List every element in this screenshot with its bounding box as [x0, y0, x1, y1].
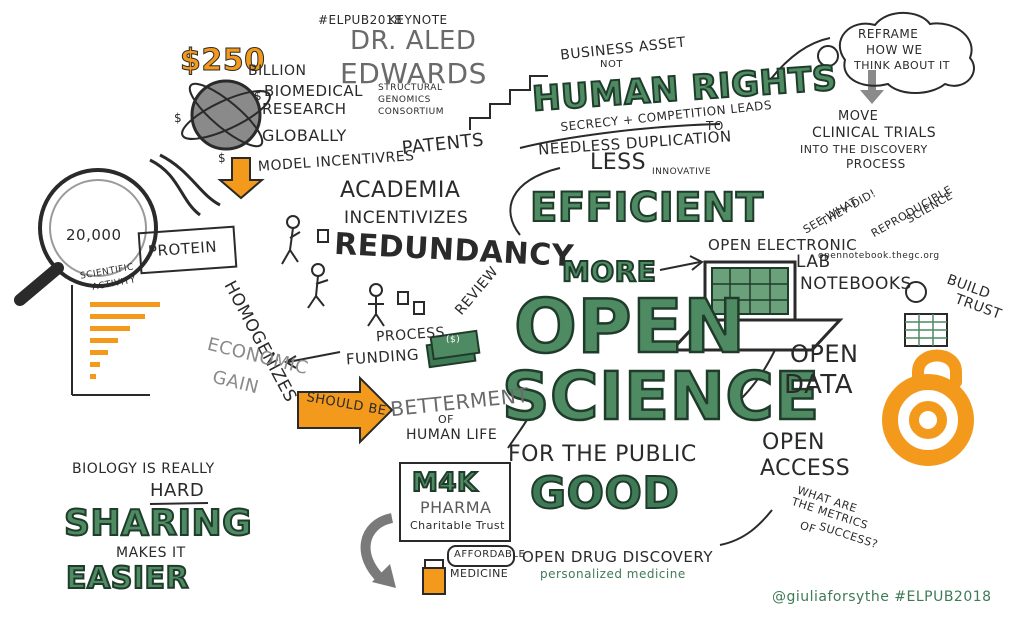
- laptop-notebook-icon: [668, 260, 844, 352]
- notebooks-label: NOTEBOOKS: [800, 274, 912, 294]
- reframe-line3: THINK ABOUT IT: [854, 59, 950, 72]
- more-label: MORE: [561, 255, 657, 288]
- lab-label: LAB: [796, 252, 831, 272]
- hard-label: HARD: [150, 480, 205, 501]
- notebook-url: opennotebook.thegc.org: [818, 251, 940, 261]
- pill-bottle-icon: [422, 559, 446, 595]
- should-be-arrow: [297, 375, 394, 445]
- dollar-sign-3: $: [218, 151, 227, 165]
- reframe-line2: HOW WE: [866, 43, 923, 57]
- makes-it-label: MAKES IT: [116, 545, 186, 561]
- org-line3: CONSORTIUM: [378, 107, 445, 117]
- to-label: TO: [706, 119, 724, 133]
- reframe-line1: REFRAME: [858, 27, 919, 41]
- pharma-label: PHARMA: [420, 498, 492, 517]
- science-label: SCIENCE: [501, 358, 821, 435]
- thinker-icon: [817, 45, 839, 67]
- open-access-label: ACCESS: [760, 456, 851, 481]
- of-label: OF: [438, 413, 454, 426]
- sharing-label: SHARING: [63, 503, 253, 544]
- protein-box: [137, 225, 238, 275]
- open-access-open-label: OPEN: [762, 430, 825, 455]
- spreadsheet-icon: [904, 313, 948, 347]
- funding-note: ($): [446, 335, 461, 345]
- easier-label: EASIER: [65, 561, 190, 596]
- clock-icon: [905, 281, 927, 303]
- affordable-label: AFFORDABLE: [454, 549, 526, 560]
- m4k-label: M4K: [411, 468, 478, 498]
- move-line1: MOVE: [838, 109, 879, 124]
- stick-figures: [281, 215, 425, 327]
- affordable-box: [447, 545, 515, 567]
- reframe-cloud: [838, 11, 975, 94]
- speaker-name-line2: EDWARDS: [340, 57, 487, 90]
- efficient-label: EFFICIENT: [529, 185, 764, 231]
- speaker-name-line1: DR. ALED: [350, 26, 477, 56]
- open-electronic-label: OPEN ELECTRONIC: [708, 236, 858, 254]
- staircase: [469, 75, 548, 130]
- less-label: LESS: [590, 150, 647, 175]
- orange-down-arrow: [217, 157, 265, 200]
- activity-bars: [71, 285, 160, 396]
- incentivizes-label: INCENTIVIZES: [344, 208, 469, 228]
- biomedical-label: BIOMEDICAL: [264, 82, 364, 100]
- hashtag-label: #ELPUB2018: [318, 13, 403, 27]
- research-label: RESEARCH: [262, 100, 347, 118]
- dna-icon: [149, 153, 221, 217]
- personalized-medicine-label: personalized medicine: [540, 567, 686, 581]
- dollar-sign-2: $: [174, 111, 183, 125]
- human-life-label: HUMAN LIFE: [406, 427, 498, 443]
- open-drug-discovery-label: OPEN DRUG DISCOVERY: [522, 548, 714, 566]
- move-line4: PROCESS: [846, 157, 906, 171]
- open-label: OPEN: [513, 284, 747, 370]
- medicine-label: MEDICINE: [450, 567, 509, 580]
- m4k-box: [399, 462, 511, 542]
- artist-credit: @giuliaforsythe #ELPUB2018: [772, 589, 992, 605]
- innovative-label: INNOVATIVE: [652, 167, 712, 177]
- magnifier-icon: [14, 168, 158, 306]
- billion-label: BILLION: [248, 63, 307, 79]
- charitable-trust-label: Charitable Trust: [410, 519, 505, 532]
- move-line3: INTO THE DISCOVERY: [800, 143, 928, 156]
- count-label: 20,000: [66, 226, 122, 244]
- amount-label: $250: [180, 43, 266, 78]
- not-label: NOT: [600, 59, 623, 70]
- keynote-label: KEYNOTE: [388, 13, 448, 27]
- grey-curved-arrow: [360, 513, 394, 584]
- biology-label: BIOLOGY IS REALLY: [72, 461, 215, 477]
- open-data-open-label: OPEN: [790, 340, 859, 368]
- money-icon: [425, 329, 481, 369]
- duplication-bracket: [519, 123, 721, 149]
- move-line2: CLINICAL TRIALS: [812, 125, 937, 141]
- globally-label: GLOBALLY: [262, 126, 347, 145]
- org-line2: GENOMICS: [378, 95, 431, 105]
- academia-label: ACADEMIA: [340, 178, 461, 203]
- open-access-logo-icon: [882, 349, 974, 466]
- org-line1: STRUCTURAL: [378, 83, 443, 93]
- for-the-public-label: FOR THE PUBLIC: [508, 442, 697, 467]
- open-data-label: DATA: [784, 370, 853, 400]
- good-label: GOOD: [529, 468, 680, 519]
- globe-icon: [181, 79, 271, 151]
- dollar-sign-1: $: [254, 89, 263, 103]
